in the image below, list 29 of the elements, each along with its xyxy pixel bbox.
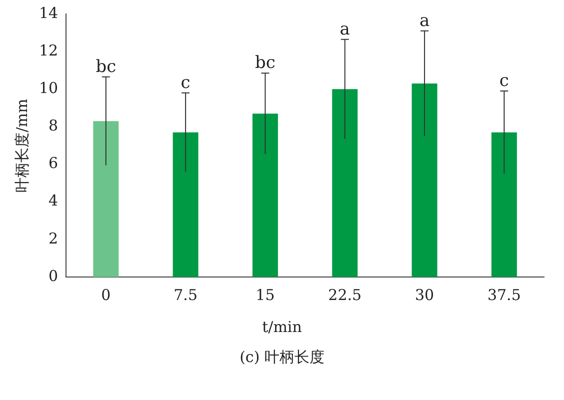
- bar: [491, 132, 517, 277]
- x-tick-label: 22.5: [328, 286, 362, 304]
- x-tick-label: 37.5: [487, 286, 521, 304]
- x-tick-label: 7.5: [174, 286, 198, 304]
- y-tick-label: 8: [48, 116, 58, 135]
- annotation: bc: [255, 53, 276, 74]
- y-tick-label: 6: [48, 154, 58, 172]
- y-tick-label: 14: [38, 4, 58, 22]
- y-tick-label: 0: [48, 266, 58, 285]
- x-tick-label: 30: [414, 286, 434, 304]
- bar: [412, 84, 438, 277]
- text: (c) 叶柄长度: [238, 348, 326, 367]
- x-axis-title: t/min: [261, 318, 303, 336]
- annotation: c: [499, 70, 509, 91]
- y-tick-label: 2: [48, 229, 58, 248]
- y-axis-title: 叶柄长度/mm: [12, 98, 31, 192]
- annotation: c: [180, 72, 190, 93]
- y-tick-label: 12: [38, 41, 58, 60]
- x-tick-label: 15: [256, 286, 275, 304]
- annotation: bc: [96, 56, 116, 77]
- y-tick-label: 4: [48, 192, 58, 210]
- y-tick-label: 10: [38, 79, 58, 98]
- annotation: a: [340, 19, 350, 40]
- x-tick-label: 0: [101, 286, 111, 304]
- annotation: a: [419, 10, 430, 31]
- bar: [172, 132, 198, 277]
- bar: [332, 89, 358, 277]
- bar: [93, 121, 119, 277]
- bar: [252, 114, 278, 277]
